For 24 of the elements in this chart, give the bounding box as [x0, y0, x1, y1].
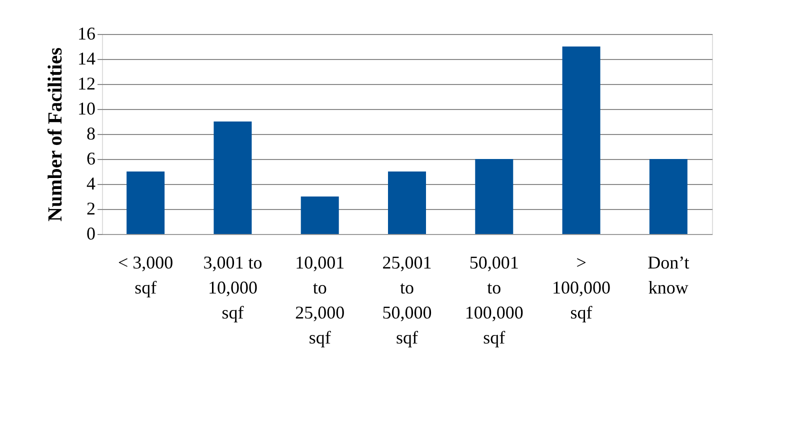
x-tick-label: 25,001 to 50,000 sqf [382, 252, 432, 348]
y-tick-label: 8 [86, 124, 96, 144]
bar [475, 159, 514, 234]
bar [649, 159, 688, 234]
y-tick-label: 14 [78, 48, 96, 68]
bar [300, 196, 339, 234]
bar [126, 172, 165, 234]
y-tick-label: 0 [86, 224, 96, 244]
x-tick-label: 10,001 to 25,000 sqf [295, 252, 345, 348]
bar [214, 122, 252, 234]
y-tick-label: 16 [78, 24, 96, 44]
y-tick-label: 10 [78, 98, 96, 118]
bar [562, 46, 600, 234]
y-tick-label: 4 [86, 174, 96, 194]
x-tick-label: Don’t know [648, 252, 690, 298]
x-tick-label: 50,001 to 100,000 sqf [464, 252, 524, 348]
y-tick-label: 12 [78, 74, 96, 94]
y-tick-label: 6 [86, 148, 96, 168]
y-tick-label: 2 [86, 198, 96, 218]
x-tick-label: < 3,000 sqf [118, 252, 174, 298]
bar [388, 172, 426, 234]
x-tick-label: > 100,000 sqf [552, 252, 611, 322]
x-tick-label: 3,001 to 10,000 sqf [203, 252, 262, 322]
y-axis-title: Number of Facilities [44, 47, 66, 222]
